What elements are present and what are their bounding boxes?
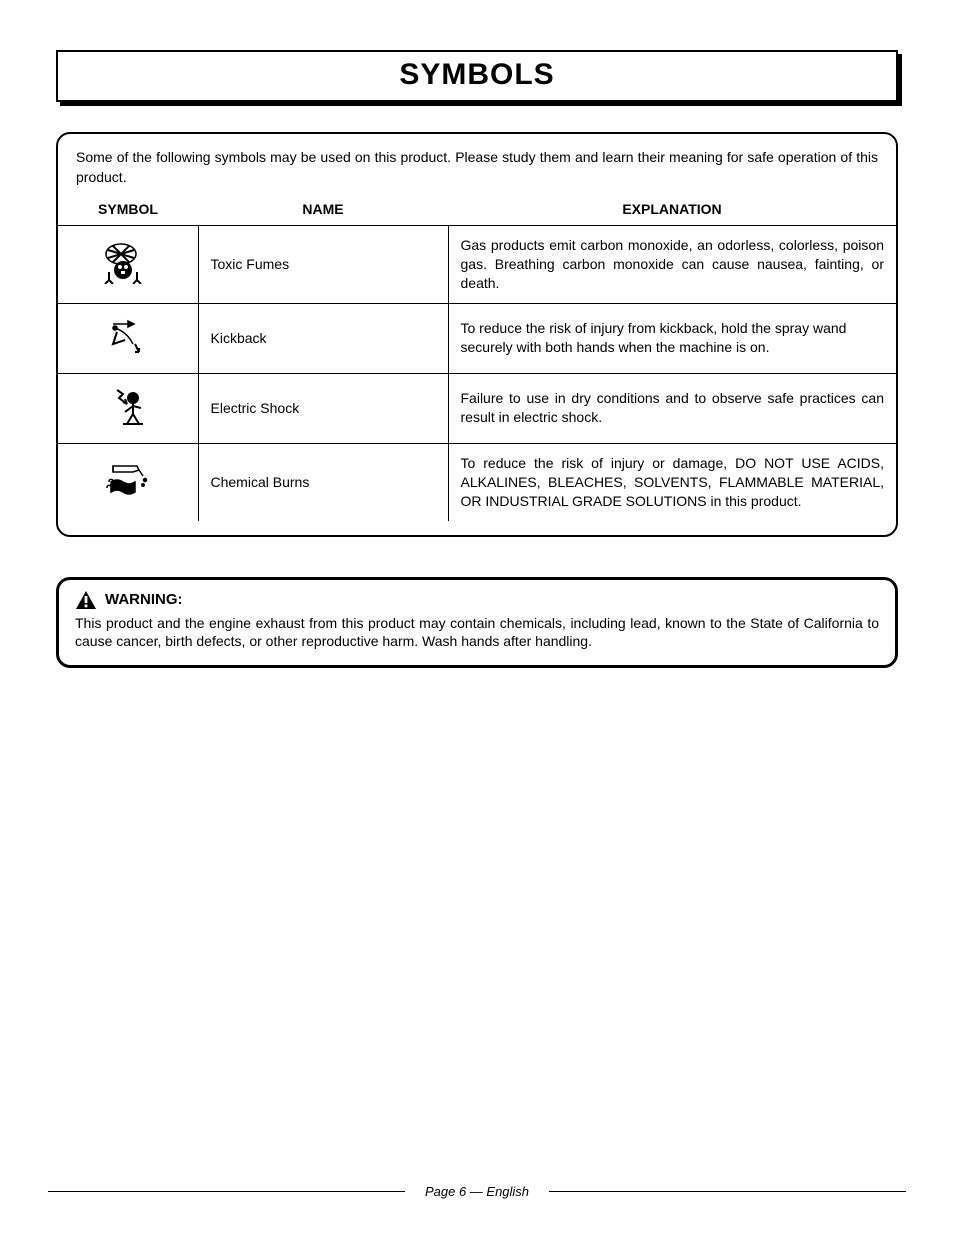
name-cell: Kickback xyxy=(198,303,448,373)
warning-header: WARNING: xyxy=(75,590,879,610)
chemical-burns-icon xyxy=(103,458,153,502)
warning-panel: WARNING: This product and the engine exh… xyxy=(56,577,898,669)
explanation-cell: To reduce the risk of injury or damage, … xyxy=(448,443,896,520)
symbol-cell xyxy=(58,226,198,304)
th-symbol: SYMBOL xyxy=(58,195,198,226)
symbol-cell xyxy=(58,303,198,373)
symbols-table: SYMBOL NAME EXPLANATION xyxy=(58,195,896,520)
name-cell: Toxic Fumes xyxy=(198,226,448,304)
th-name: NAME xyxy=(198,195,448,226)
warning-text: This product and the engine exhaust from… xyxy=(75,614,879,652)
kickback-icon xyxy=(103,314,153,358)
th-explanation: EXPLANATION xyxy=(448,195,896,226)
table-row: Chemical Burns To reduce the risk of inj… xyxy=(58,443,896,520)
page-number: Page 6 — English xyxy=(425,1184,529,1199)
table-row: Electric Shock Failure to use in dry con… xyxy=(58,373,896,443)
symbol-cell xyxy=(58,443,198,520)
table-row: Kickback To reduce the risk of injury fr… xyxy=(58,303,896,373)
symbols-panel: Some of the following symbols may be use… xyxy=(56,132,898,537)
electric-shock-icon xyxy=(103,384,153,428)
section-title: SYMBOLS xyxy=(58,58,896,92)
warning-label: WARNING: xyxy=(105,591,183,608)
footer-rule-right xyxy=(549,1191,906,1192)
toxic-fumes-icon xyxy=(103,240,153,284)
explanation-cell: To reduce the risk of injury from kickba… xyxy=(448,303,896,373)
intro-text: Some of the following symbols may be use… xyxy=(58,148,896,195)
symbol-cell xyxy=(58,373,198,443)
footer-rule-left xyxy=(48,1191,405,1192)
explanation-cell: Failure to use in dry conditions and to … xyxy=(448,373,896,443)
section-title-box: SYMBOLS xyxy=(56,50,898,102)
explanation-cell: Gas products emit carbon monoxide, an od… xyxy=(448,226,896,304)
name-cell: Chemical Burns xyxy=(198,443,448,520)
page-footer: Page 6 — English xyxy=(48,1184,906,1199)
warning-triangle-icon xyxy=(75,590,97,610)
table-row: Toxic Fumes Gas products emit carbon mon… xyxy=(58,226,896,304)
name-cell: Electric Shock xyxy=(198,373,448,443)
